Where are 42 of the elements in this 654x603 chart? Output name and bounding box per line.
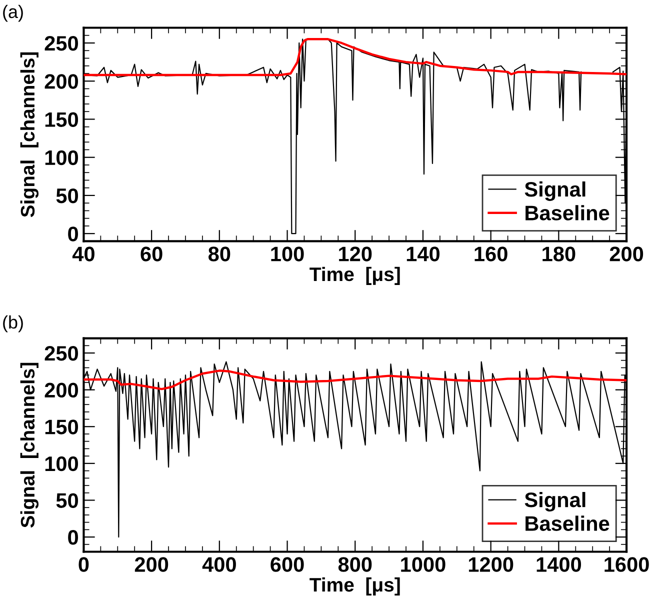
x-tick-label: 80 — [208, 246, 230, 262]
legend-label: Signal — [524, 492, 586, 512]
x-tick-label: 800 — [338, 557, 372, 572]
x-tick-label: 100 — [271, 246, 304, 262]
y-tick-label: 50 — [56, 493, 78, 508]
chart-title: (b) — [3, 315, 23, 332]
x-tick-label: 180 — [542, 246, 576, 262]
legend-label: Baseline — [526, 516, 610, 531]
chart-title: (a) — [3, 4, 23, 22]
y-tick-label: 0 — [68, 226, 78, 242]
y-tick-label: 100 — [45, 150, 78, 166]
x-tick-label: 40 — [72, 246, 94, 262]
x-tick-label: 120 — [339, 246, 372, 262]
x-tick-label: 600 — [270, 557, 304, 572]
x-tick-label: 1200 — [468, 557, 514, 572]
x-axis-title: Time [μs] — [310, 577, 400, 596]
x-tick-label: 200 — [610, 246, 644, 262]
x-tick-label: 1600 — [604, 557, 649, 572]
y-tick-label: 150 — [45, 112, 78, 127]
y-tick-label: 250 — [44, 36, 78, 51]
x-tick-label: 1400 — [536, 557, 581, 572]
y-axis-title: Signal [channels] — [20, 362, 39, 528]
x-tick-label: 60 — [140, 246, 162, 262]
line-series — [84, 370, 627, 390]
x-tick-label: 200 — [134, 557, 168, 572]
legend-label: Baseline — [526, 205, 610, 220]
y-axis-title: Signal [channels] — [20, 52, 39, 218]
line-series — [84, 38, 627, 76]
x-axis-title: Time [μs] — [310, 266, 400, 285]
y-tick-label: 250 — [44, 346, 78, 361]
y-tick-label: 200 — [44, 74, 78, 89]
x-tick-label: 0 — [78, 557, 89, 572]
y-tick-label: 50 — [56, 188, 78, 204]
x-tick-label: 400 — [202, 557, 236, 572]
x-tick-label: 160 — [474, 246, 508, 262]
y-tick-label: 100 — [45, 456, 78, 472]
y-tick-label: 0 — [68, 530, 78, 545]
x-tick-label: 1000 — [401, 557, 446, 572]
legend-label: Signal — [524, 181, 586, 201]
y-tick-label: 200 — [44, 382, 78, 398]
y-tick-label: 150 — [45, 420, 78, 434]
x-tick-label: 140 — [406, 246, 440, 262]
